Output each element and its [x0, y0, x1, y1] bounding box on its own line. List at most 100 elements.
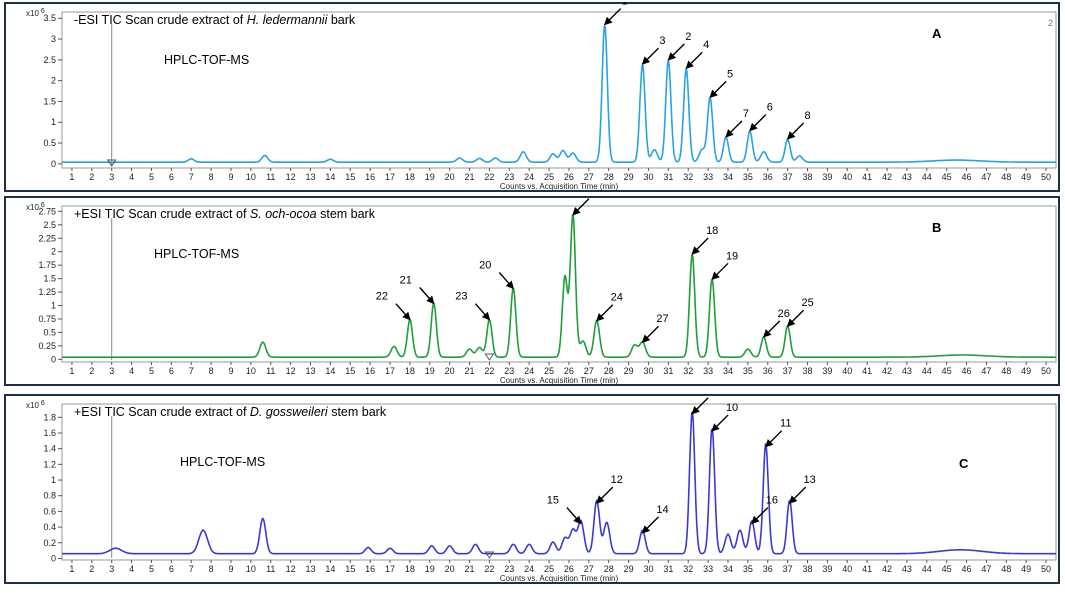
x-tick-label: 9	[228, 564, 233, 574]
peak-arrow	[786, 309, 805, 327]
x-tick-label: 14	[325, 564, 335, 574]
x-tick-label: 45	[942, 564, 952, 574]
peak-arrow	[711, 414, 729, 432]
y-tick-label: 0.2	[43, 538, 56, 548]
x-tick-label: 11	[266, 172, 275, 182]
y-tick-label: 1	[51, 117, 56, 127]
chart-title-suffix: stem bark	[328, 405, 387, 419]
y-tick-label: 0.6	[43, 506, 56, 516]
peak-arrow	[751, 507, 769, 525]
x-tick-label: 40	[842, 172, 852, 182]
x-tick-label: 16	[365, 366, 375, 376]
x-tick-label: 49	[1021, 172, 1031, 182]
x-tick-label: 15	[345, 564, 355, 574]
x-tick-label: 31	[663, 564, 673, 574]
x-tick-label: 40	[842, 564, 852, 574]
x-tick-label: 38	[802, 366, 812, 376]
x-tick-label: 44	[922, 366, 932, 376]
x-tick-label: 10	[246, 172, 256, 182]
x-tick-label: 29	[624, 172, 634, 182]
peak-arrow	[788, 486, 807, 504]
x-tick-label: 4	[129, 172, 134, 182]
x-tick-label: 29	[624, 564, 634, 574]
y-tick-label: 2.5	[43, 55, 56, 65]
y-tick-label: 0.8	[43, 491, 56, 501]
x-tick-label: 37	[783, 564, 793, 574]
x-tick-label: 43	[902, 564, 912, 574]
x-tick-label: 26	[564, 172, 574, 182]
x-tick-label: 39	[822, 172, 832, 182]
peak-label: 25	[801, 297, 813, 309]
x-tick-label: 38	[802, 172, 812, 182]
x-tick-label: 33	[703, 366, 713, 376]
x-tick-label: 29	[624, 366, 634, 376]
x-tick-label: 25	[544, 366, 554, 376]
triangle-marker	[484, 353, 495, 361]
chromatogram-panel-c: 0 0.2 0.4 0.6 0.8 1 1.2 1.4 1.6 1.8 x10 6 1 2 3 4 5 6 7 8 9 1…	[4, 394, 1060, 584]
y-scale-label: x10 6	[26, 202, 45, 212]
x-tick-label: 42	[882, 564, 892, 574]
x-tick-label: 23	[504, 366, 514, 376]
x-tick-label: 31	[663, 172, 673, 182]
x-tick-label: 17	[385, 172, 395, 182]
x-tick-label: 13	[305, 366, 315, 376]
x-tick-label: 20	[445, 172, 455, 182]
x-tick-label: 17	[385, 564, 395, 574]
x-tick-label: 49	[1021, 366, 1031, 376]
y-tick-label: 1.6	[43, 428, 56, 438]
peak-label: 12	[611, 474, 623, 486]
x-tick-label: 35	[743, 172, 753, 182]
x-tick-label: 36	[763, 366, 773, 376]
panel-frame	[4, 394, 1060, 584]
x-tick-label: 30	[643, 564, 653, 574]
x-tick-label: 1	[69, 366, 74, 376]
y-tick-label: 0.25	[38, 341, 56, 351]
x-tick-label: 48	[1001, 564, 1011, 574]
x-tick-label: 30	[643, 172, 653, 182]
peak-arrow	[572, 198, 590, 216]
x-tick-label: 5	[149, 366, 154, 376]
x-tick-label: 8	[209, 172, 214, 182]
chart-subtitle: HPLC-TOF-MS	[180, 455, 265, 469]
x-tick-label: 1	[69, 564, 74, 574]
peak-arrow	[641, 325, 659, 343]
x-tick-label: 47	[981, 564, 991, 574]
peak-label: 21	[400, 275, 412, 287]
peak-label: 18	[706, 225, 718, 237]
panel-label: B	[932, 220, 941, 235]
plot-area-border	[61, 403, 1057, 561]
x-tick-label: 10	[246, 564, 256, 574]
x-tick-label: 50	[1041, 172, 1051, 182]
x-tick-label: 16	[365, 172, 375, 182]
chart-title: +ESI TIC Scan crude extract of S. och-oc…	[74, 207, 376, 221]
x-tick-label: 50	[1041, 564, 1051, 574]
peak-label: 10	[726, 402, 738, 414]
y-tick-label: 1.4	[43, 444, 56, 454]
x-tick-label: 21	[465, 564, 475, 574]
x-tick-label: 6	[169, 564, 174, 574]
x-tick-label: 37	[783, 172, 793, 182]
x-tick-label: 38	[802, 564, 812, 574]
x-tick-label: 22	[484, 564, 494, 574]
y-tick-label: 0	[51, 553, 56, 563]
peak-label: 6	[767, 102, 773, 114]
chart-title-prefix: +ESI TIC Scan crude extract of	[74, 207, 250, 221]
x-tick-label: 24	[524, 172, 534, 182]
y-scale-base: x10	[26, 203, 39, 212]
y-tick-label: 0	[51, 354, 56, 364]
plot-area-border	[61, 11, 1057, 169]
x-tick-label: 16	[365, 564, 375, 574]
x-tick-label: 41	[862, 172, 872, 182]
x-tick-label: 19	[425, 366, 435, 376]
x-tick-label: 34	[723, 564, 733, 574]
peak-label: 16	[766, 495, 778, 507]
plot-area-border	[61, 205, 1057, 363]
peak-label: 19	[726, 250, 738, 262]
peak-arrow	[641, 47, 659, 65]
x-tick-label: 6	[169, 172, 174, 182]
peak-label: 3	[659, 35, 665, 47]
peak-arrow	[786, 122, 805, 140]
corner-mark: 2	[1048, 18, 1053, 28]
x-tick-label: 24	[524, 564, 534, 574]
peak-arrow	[725, 120, 743, 138]
